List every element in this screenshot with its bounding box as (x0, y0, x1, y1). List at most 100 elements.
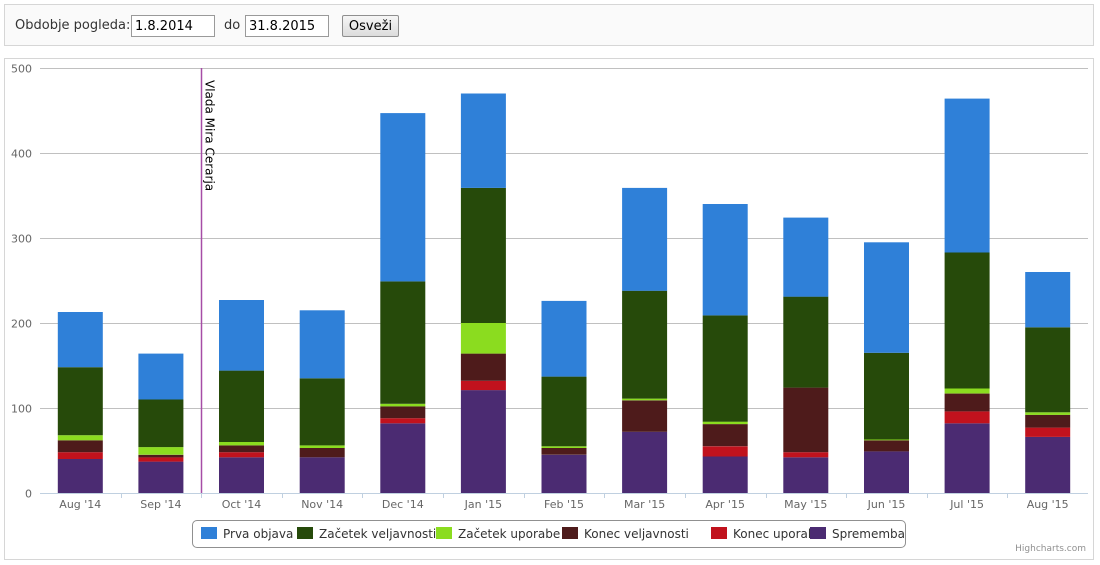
bar-segment[interactable] (460, 93, 506, 188)
bar-segment[interactable] (380, 406, 426, 419)
legend-swatch (562, 527, 578, 539)
bar-segment[interactable] (299, 310, 345, 379)
bar-segment[interactable] (944, 411, 990, 424)
bar-segment[interactable] (1025, 427, 1071, 437)
bars (57, 93, 1071, 494)
bar-segment[interactable] (622, 290, 668, 399)
bar-segment[interactable] (380, 423, 426, 493)
date-to-input[interactable] (245, 15, 329, 37)
bar-segment[interactable] (138, 457, 184, 462)
bar-segment[interactable] (541, 447, 587, 455)
legend-item[interactable]: Začetek veljavnosti (297, 527, 436, 541)
bar-segment[interactable] (1025, 327, 1071, 413)
bar-segment[interactable] (702, 446, 748, 457)
bar-segment[interactable] (702, 456, 748, 493)
legend-item[interactable]: Sprememba (810, 527, 905, 541)
bar-segment[interactable] (864, 439, 909, 441)
legend-item[interactable]: Prva objava (201, 527, 293, 541)
bar-segment[interactable] (57, 452, 103, 459)
bar-segment[interactable] (299, 457, 345, 493)
bar-segment[interactable] (1025, 412, 1071, 415)
bar-segment[interactable] (299, 378, 345, 446)
bar-segment[interactable] (783, 387, 829, 453)
bar-segment[interactable] (57, 312, 103, 368)
bar-segment[interactable] (380, 403, 426, 407)
bar-segment[interactable] (460, 390, 506, 493)
bar-segment[interactable] (380, 281, 426, 404)
bar-segment[interactable] (702, 421, 748, 425)
plot-line-label: Vlada Mira Cerarja (203, 80, 217, 191)
credits-link[interactable]: Highcharts.com (1015, 544, 1086, 554)
bar-segment[interactable] (783, 452, 829, 458)
bar-segment[interactable] (460, 323, 506, 354)
bar-segment[interactable] (299, 445, 345, 448)
x-tick-label: Aug '14 (59, 498, 101, 511)
bar-segment[interactable] (864, 451, 909, 493)
bar-segment[interactable] (219, 370, 264, 442)
bar-segment[interactable] (541, 300, 587, 377)
bar-segment[interactable] (622, 400, 668, 432)
bar-segment[interactable] (138, 353, 184, 400)
refresh-button[interactable]: Osveži (342, 15, 399, 37)
legend-item[interactable]: Konec uporabe (711, 527, 823, 541)
bar-segment[interactable] (541, 454, 587, 494)
bar-segment[interactable] (138, 461, 184, 493)
bar-segment[interactable] (1025, 414, 1071, 428)
bar-segment[interactable] (138, 399, 184, 448)
bar-segment[interactable] (57, 435, 103, 441)
bar-segment[interactable] (702, 315, 748, 422)
y-tick-label: 300 (11, 233, 32, 246)
bar-segment[interactable] (57, 440, 103, 453)
bar-segment[interactable] (864, 352, 909, 440)
bar-segment[interactable] (219, 452, 264, 458)
bar-segment[interactable] (622, 431, 668, 493)
x-tick-label: Jun '15 (867, 498, 906, 511)
bar-segment[interactable] (702, 424, 748, 447)
bar-segment[interactable] (944, 388, 990, 394)
bar-segment[interactable] (1025, 272, 1071, 328)
bar-segment[interactable] (219, 445, 264, 453)
legend-label: Začetek uporabe (458, 527, 561, 541)
bar-segment[interactable] (460, 187, 506, 323)
to-label: do (224, 18, 241, 33)
legend-item[interactable]: Začetek uporabe (436, 527, 560, 541)
bar-segment[interactable] (783, 296, 829, 388)
bar-segment[interactable] (219, 300, 264, 371)
bar-segment[interactable] (944, 423, 990, 493)
bar-segment[interactable] (783, 457, 829, 493)
bar-segment[interactable] (460, 353, 506, 381)
bar-segment[interactable] (219, 442, 264, 446)
x-tick-label: Dec '14 (382, 498, 424, 511)
bar-segment[interactable] (783, 217, 829, 297)
date-from-input[interactable] (131, 15, 215, 37)
bar-segment[interactable] (299, 447, 345, 458)
bar-segment[interactable] (1025, 436, 1071, 493)
bar-segment[interactable] (702, 204, 748, 316)
bar-segment[interactable] (138, 447, 184, 455)
y-tick-label: 400 (11, 148, 32, 161)
x-tick-label: May '15 (784, 498, 827, 511)
bar-segment[interactable] (57, 367, 103, 436)
bar-segment[interactable] (460, 380, 506, 391)
bar-segment[interactable] (380, 418, 426, 424)
bar-segment[interactable] (864, 242, 909, 353)
bar-segment[interactable] (622, 187, 668, 291)
bar-segment[interactable] (541, 376, 587, 447)
y-tick-label: 200 (11, 318, 32, 331)
x-tick-label: Feb '15 (544, 498, 584, 511)
bar-segment[interactable] (57, 459, 103, 493)
bar-segment[interactable] (138, 454, 184, 458)
bar-segment[interactable] (622, 398, 668, 401)
bar-segment[interactable] (219, 457, 264, 493)
bar-segment[interactable] (380, 113, 426, 282)
period-label: Obdobje pogleda: (15, 18, 131, 33)
y-tick-label: 0 (25, 488, 32, 501)
bar-segment[interactable] (944, 393, 990, 412)
x-tick-label: Jul '15 (949, 498, 984, 511)
legend-item[interactable]: Konec veljavnosti (562, 527, 689, 541)
bar-segment[interactable] (944, 98, 990, 253)
legend: Prva objava Začetek veljavnosti Začetek up… (192, 520, 906, 548)
bar-segment[interactable] (864, 440, 909, 452)
bar-segment[interactable] (944, 252, 990, 389)
bar-segment[interactable] (541, 446, 587, 448)
